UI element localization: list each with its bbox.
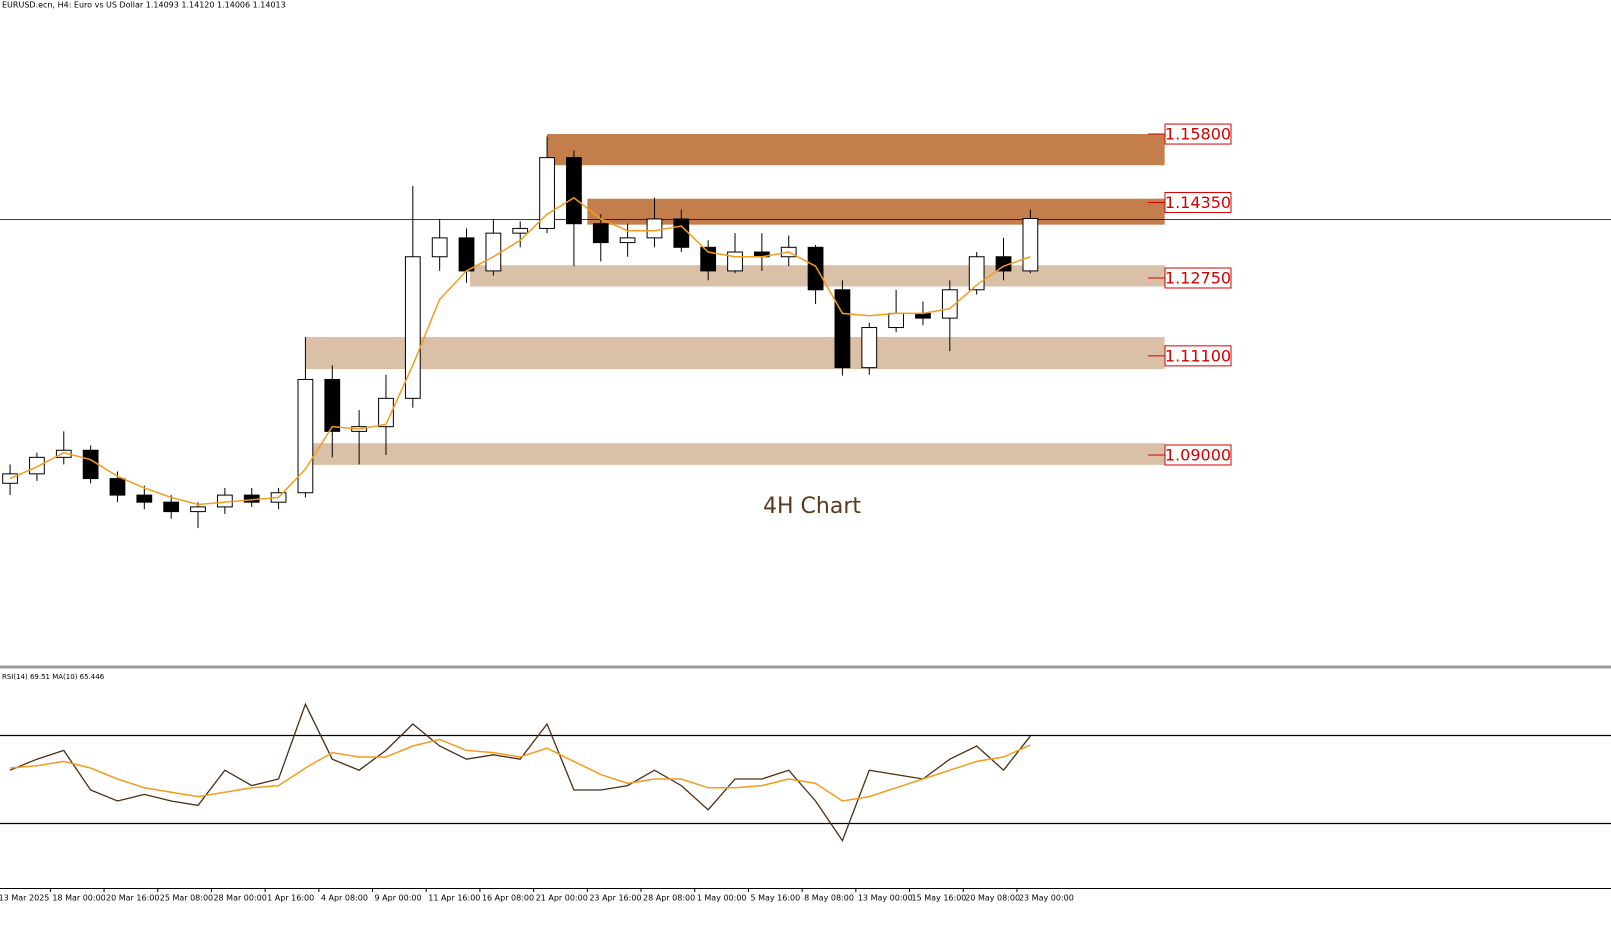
candle-body [297,378,314,494]
x-tick-label: 11 Apr 16:00 [428,894,480,903]
x-tick-label: 1 May 00:00 [697,894,747,903]
candle-body [378,397,394,428]
candle-body [458,237,475,272]
candle-body [109,478,126,496]
candle-body [700,246,717,272]
indicator-line [10,738,1031,802]
zone [305,336,1165,370]
x-tick-label: 15 May 16:00 [912,894,967,903]
candle-body [29,456,45,475]
level-label: 1.14350 [1165,193,1231,212]
moving-average [9,196,1031,506]
x-tick-label: 25 Mar 08:00 [160,894,213,903]
candle-body [646,218,663,239]
candle-body [163,501,180,513]
x-tick-label: 28 Apr 08:00 [643,894,695,903]
x-tick-label: 28 Mar 00:00 [213,894,266,903]
x-tick-label: 5 May 16:00 [750,894,800,903]
candle-body [834,289,851,369]
zone [547,134,1165,166]
x-tick-label: 8 May 08:00 [804,894,854,903]
candle-body [592,223,609,244]
x-tick-label: 13 May 00:00 [858,894,913,903]
x-tick-label: 1 Apr 16:00 [267,894,314,903]
candle-body [512,227,529,234]
candle-body [324,378,341,432]
chart-title: EURUSD.ecn, H4: Euro vs US Dollar 1.1409… [2,1,286,10]
x-tick-label: 9 Apr 00:00 [375,894,422,903]
candle-body [968,256,985,291]
candle-body [673,218,690,248]
candle-body [888,312,905,329]
level-box [1164,191,1232,213]
level-label: 1.12750 [1165,268,1231,287]
level-box [1164,123,1232,145]
level-label: 1.11100 [1165,346,1231,365]
indicator-title: RSI(14) 69.51 MA(10) 65.446 [2,673,105,681]
x-tick-label: 23 Apr 16:00 [589,894,641,903]
x-tick-label: 20 Mar 16:00 [106,894,159,903]
level-label: 1.15800 [1165,125,1231,144]
candle-body [941,289,958,319]
x-tick-label: 21 Apr 00:00 [536,894,588,903]
x-tick-label: 20 May 08:00 [965,894,1020,903]
x-tick-label: 13 Mar 2025 [0,894,49,903]
candle-body [485,232,502,272]
level-label: 1.09000 [1165,445,1231,464]
level-box [1164,444,1232,466]
candle-body [431,237,448,258]
candle-body [861,327,878,369]
level-box [1164,267,1232,289]
x-tick-label: 18 Mar 00:00 [52,894,105,903]
candle-body [566,157,582,225]
level-box [1164,345,1232,367]
x-tick-label: 16 Apr 08:00 [482,894,534,903]
x-tick-label: 23 May 00:00 [1019,894,1074,903]
price-pane [0,134,1611,529]
zone [298,443,1165,465]
candle-body [539,157,555,229]
candle-body [82,449,99,480]
candle-body [136,494,153,503]
x-tick-label: 4 Apr 08:00 [321,894,368,903]
candle-body [404,256,421,399]
candle-body [727,251,743,272]
candle-body [807,246,824,291]
candle-body [619,237,636,244]
candle-body [190,506,206,513]
indicator-line [9,702,1031,842]
annotation: 4H Chart [763,494,861,519]
candle-body [1022,218,1039,272]
